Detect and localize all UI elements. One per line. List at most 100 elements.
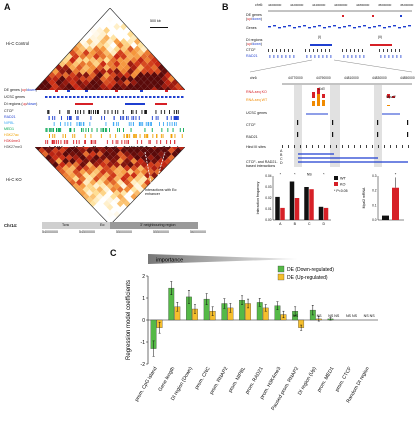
ucsc-gene-mark [69,96,72,98]
c-ns-label: NS [364,314,370,318]
chip-peak [55,146,56,147]
b-gene-mark [343,26,346,28]
chip-peak [85,140,86,144]
anchor-label-c: C [280,157,283,161]
b-bar-wt-d [318,206,324,220]
b-zoom-ctcf-peak [407,120,409,125]
hind-site [390,145,391,148]
interaction-frequency-chart: 0.00 0.01 0.02 0.03 0.04 Interaction frequenc… [256,173,348,227]
b-di-regions-label: DI regions (up/down) [246,38,263,47]
c-ytick: 2 [142,274,145,280]
chip-peak [117,140,119,144]
b-di-region-i [310,44,332,46]
chip-peak [171,122,173,126]
b-ctcf-peak [362,49,363,52]
ucsc-gene-mark [97,96,100,98]
chip-peak [175,122,177,126]
b-zoom-ctcf-peak [377,120,379,125]
chip-peak [144,110,146,114]
hind-site [294,145,295,148]
chip-peak [148,122,150,126]
chip-peak [65,140,67,144]
chip-peak [106,140,108,144]
chip-peak [63,140,65,144]
b-rad21-peak [363,55,365,58]
chip-peak [73,140,75,144]
b-ctcf2-label: CTCF [246,123,256,127]
chip-peak [84,134,86,138]
chip-peak [100,134,102,138]
b-gene-mark [363,25,366,27]
chip-peak [76,116,78,120]
chip-peak [105,122,107,126]
zoom-connector [249,59,313,73]
chip-peak [52,140,54,144]
b-ctcf-peak [317,49,318,52]
ucsc-gene-mark [77,96,80,98]
mpzl-ytick: 0.2 [372,189,377,193]
chip-peak [144,128,146,132]
panel-a-coordinate-axis: 54000000 54500000 55000000 55500000 56000000 [42,230,206,241]
b-gene-mark [313,26,316,28]
b-genes-label: Genes [246,26,257,30]
chip-peak [151,128,153,132]
chip-peak [157,116,159,120]
b-ctcf-peak [305,49,306,52]
chip-peak [90,110,92,114]
panel-b-letter: B [222,2,229,12]
b-gene-mark [408,25,411,27]
de-gene-mark [115,90,118,92]
chip-peak [54,140,56,144]
chip-peak [113,116,115,120]
b-ctcf-peak [379,49,380,52]
c-category-label: DI region (Up) [297,366,318,396]
b-bar-ytick: 0.01 [265,207,271,211]
chip-peak [115,140,117,144]
chip-peak [152,134,154,138]
ucsc-gene-mark [149,96,152,98]
b-rad21-peak [310,55,312,58]
chip-peak [174,134,176,138]
b-zoom-ctcf-peak [297,120,299,125]
b-gene-mark [308,27,311,29]
b-bar-ko-a [280,207,285,220]
chip-peak [145,110,147,114]
rnaseq-wt-peak [322,100,325,106]
chip-peak [47,140,49,144]
chip-peak [102,128,104,132]
chip-peak [81,128,82,132]
rnaseq-ko-peak [392,96,395,98]
rnaseq-ko-peak [387,94,390,98]
b-rad21-peak [306,55,308,58]
ucsc-gene-mark [89,96,92,98]
chip-peak [117,122,119,126]
chip-peak [160,134,162,138]
hind-site [318,145,319,148]
ucsc-gene-mark [105,96,108,98]
de-gene-mark [85,90,88,92]
chip-peak [124,140,126,144]
hind-site [288,145,289,148]
hind-site [330,145,331,148]
hic-control-label: Hi-C Control [6,41,30,46]
b-rad21-peak [314,55,316,58]
b-rad21-peak [289,55,291,58]
c-category-label: Gene length [157,366,176,393]
chip-peak [60,140,62,144]
chip-peak [126,116,127,120]
c-ns-label: NS [334,314,340,318]
b-bar-wt-c [304,187,309,220]
b-top-coord: 44800000 [356,3,370,7]
b-gene-mark [278,27,281,29]
b-rad21-peak [400,55,402,58]
b-bar-ko-d [323,207,329,220]
chip-peak [166,116,168,120]
chip-peak [77,110,79,114]
chip-label-rad21: RAD21 [4,115,16,119]
panel-a-letter: A [4,2,11,12]
c-ns-label: NS [328,314,334,318]
mpzl-ytick: 0.1 [372,203,377,207]
chip-peak [170,134,172,138]
chip-peak [179,128,181,132]
